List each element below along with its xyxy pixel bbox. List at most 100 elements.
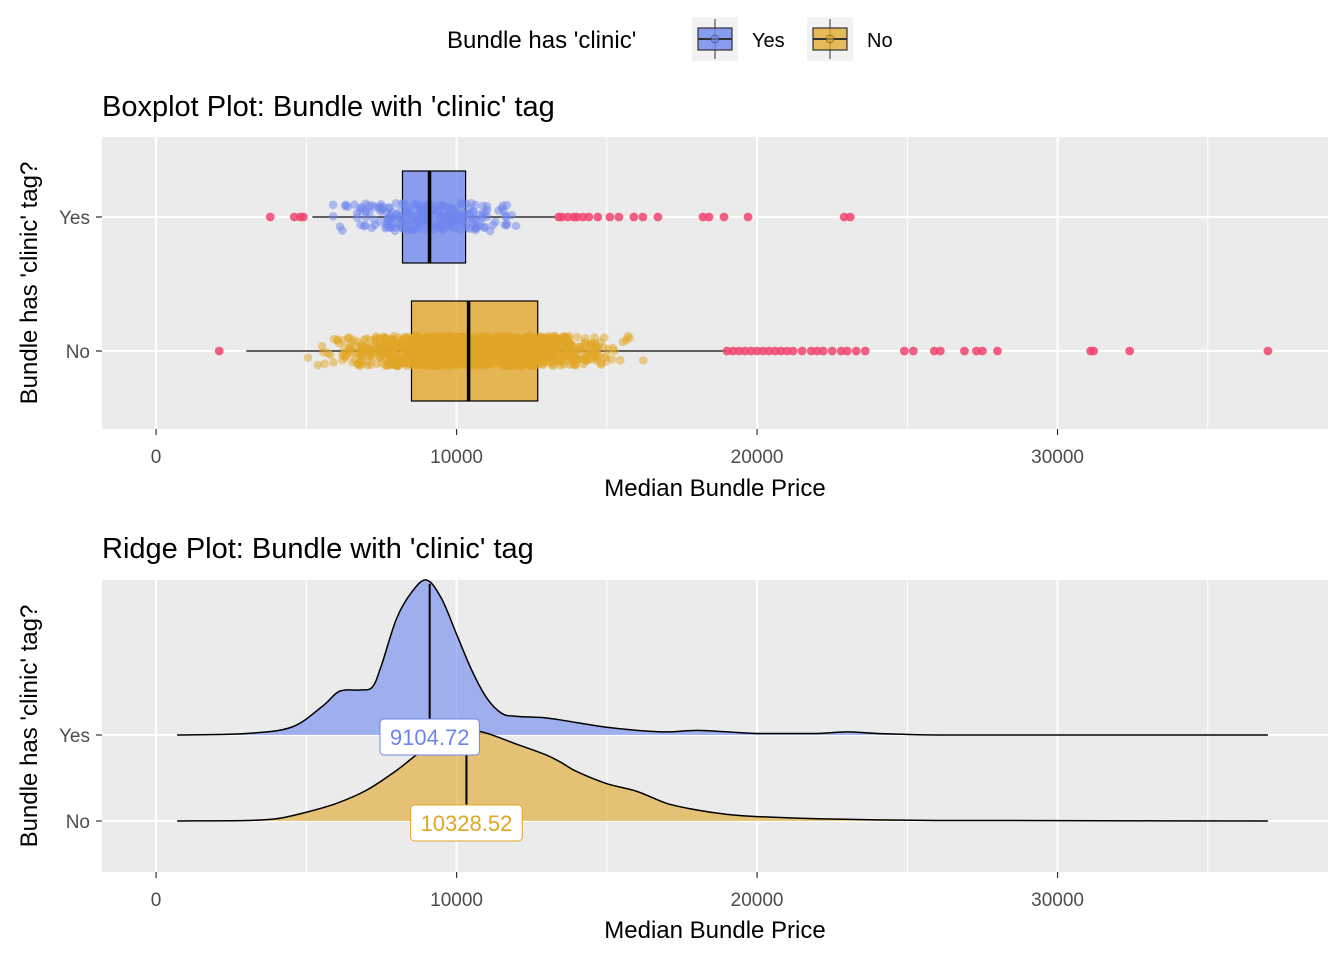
legend: Bundle has 'clinic' Yes No bbox=[447, 17, 893, 61]
outlier-point bbox=[629, 212, 639, 222]
jitter-point bbox=[481, 346, 491, 356]
jitter-point bbox=[439, 201, 449, 211]
jitter-point bbox=[391, 199, 401, 208]
jitter-point bbox=[527, 361, 537, 370]
jitter-point bbox=[438, 353, 447, 363]
jitter-point bbox=[477, 359, 487, 369]
ridge-outline bbox=[177, 579, 1268, 736]
outlier-point bbox=[818, 346, 828, 356]
jitter-point bbox=[456, 198, 466, 208]
ridge-x-axis-title: Median Bundle Price bbox=[604, 917, 825, 944]
jitter-point bbox=[575, 344, 585, 354]
jitter-point bbox=[561, 336, 571, 345]
jitter-point bbox=[452, 333, 461, 343]
y-tick-label: No bbox=[66, 342, 90, 363]
jitter-point bbox=[423, 353, 432, 362]
jitter-point bbox=[396, 211, 405, 221]
jitter-point bbox=[559, 359, 569, 369]
jitter-point bbox=[480, 222, 490, 232]
outlier-points bbox=[265, 212, 855, 222]
x-tick-label: 20000 bbox=[731, 890, 784, 911]
jitter-point bbox=[455, 216, 465, 225]
jitter-point bbox=[494, 343, 504, 353]
boxplot-x-axis: 0 10000 20000 30000 bbox=[151, 429, 1084, 468]
jitter-point bbox=[638, 356, 648, 365]
legend-label-yes: Yes bbox=[752, 30, 785, 52]
outlier-point bbox=[860, 346, 870, 356]
ridge-y-axis: Yes No bbox=[59, 726, 102, 833]
x-tick-label: 0 bbox=[151, 447, 162, 468]
jitter-point bbox=[329, 358, 338, 367]
ridge-y-axis-title: Bundle has 'clinic' tag? bbox=[16, 605, 43, 848]
jitter-point bbox=[384, 203, 394, 213]
outlier-point bbox=[214, 346, 224, 356]
outlier-point bbox=[993, 346, 1002, 356]
ridge-marks: 9104.72 10328.52 bbox=[177, 579, 1268, 842]
outlier-point bbox=[1263, 346, 1273, 356]
outlier-point bbox=[614, 212, 624, 222]
outlier-point bbox=[908, 346, 918, 356]
outlier-point bbox=[899, 346, 909, 356]
jitter-point bbox=[369, 215, 379, 224]
jitter-point bbox=[433, 222, 443, 232]
jitter-point bbox=[452, 352, 461, 362]
jitter-point bbox=[386, 360, 395, 369]
boxplot-panel: Boxplot Plot: Bundle with 'clinic' tag Y… bbox=[16, 91, 1328, 502]
jitter-point bbox=[586, 354, 595, 363]
y-tick-label: Yes bbox=[59, 208, 90, 229]
jitter-point bbox=[398, 224, 408, 233]
jitter-point bbox=[397, 199, 407, 208]
outlier-point bbox=[704, 212, 714, 222]
outlier-point bbox=[638, 212, 648, 222]
jitter-point bbox=[497, 358, 506, 368]
jitter-point bbox=[352, 209, 362, 218]
boxplot-series-yes bbox=[265, 170, 855, 264]
outlier-point bbox=[743, 212, 753, 222]
ridge-median-labels: 9104.72 10328.52 bbox=[379, 718, 523, 842]
outlier-point bbox=[719, 212, 729, 222]
ridge-x-axis: 0 10000 20000 30000 bbox=[151, 872, 1084, 911]
jitter-point bbox=[534, 355, 543, 364]
outlier-point bbox=[584, 212, 594, 222]
jitter-point bbox=[478, 213, 487, 223]
boxplot-marks bbox=[214, 170, 1273, 402]
jitter-point bbox=[444, 221, 454, 231]
boxplot-title: Boxplot Plot: Bundle with 'clinic' tag bbox=[102, 91, 555, 123]
jitter-point bbox=[396, 342, 405, 352]
outlier-point bbox=[978, 346, 987, 356]
outlier-point bbox=[1125, 346, 1135, 356]
jitter-point bbox=[436, 346, 446, 355]
jitter-point bbox=[381, 333, 391, 342]
median-label: 9104.72 bbox=[390, 725, 470, 750]
legend-title: Bundle has 'clinic' bbox=[447, 27, 636, 54]
jitter-point bbox=[320, 359, 330, 368]
jitter-point bbox=[418, 218, 427, 228]
median-label-box bbox=[410, 804, 523, 842]
jitter-point bbox=[467, 198, 476, 208]
jitter-point bbox=[504, 331, 514, 341]
jitter-point bbox=[411, 356, 420, 366]
jitter-point bbox=[350, 200, 359, 209]
jitter-point bbox=[358, 343, 367, 353]
jitter-point bbox=[338, 350, 347, 360]
jitter-point bbox=[404, 341, 413, 350]
jitter-point bbox=[371, 338, 381, 348]
jitter-point bbox=[323, 348, 333, 358]
jitter-point bbox=[587, 338, 596, 348]
jitter-point bbox=[317, 342, 327, 351]
jitter-point bbox=[594, 351, 604, 361]
x-tick-label: 0 bbox=[151, 890, 162, 911]
jitter-point bbox=[403, 356, 412, 365]
jitter-point bbox=[303, 353, 313, 362]
outlier-point bbox=[1089, 346, 1099, 356]
jitter-point bbox=[341, 200, 351, 210]
jitter-point bbox=[470, 343, 480, 352]
jitter-point bbox=[521, 338, 530, 347]
outlier-point bbox=[593, 212, 603, 222]
legend-key-yes bbox=[692, 17, 738, 61]
ridge-panel: Ridge Plot: Bundle with 'clinic' tag 910… bbox=[16, 533, 1328, 944]
jitter-point bbox=[615, 356, 625, 365]
jitter-point bbox=[538, 339, 547, 349]
outlier-point bbox=[851, 346, 861, 356]
jitter-point bbox=[572, 332, 582, 342]
